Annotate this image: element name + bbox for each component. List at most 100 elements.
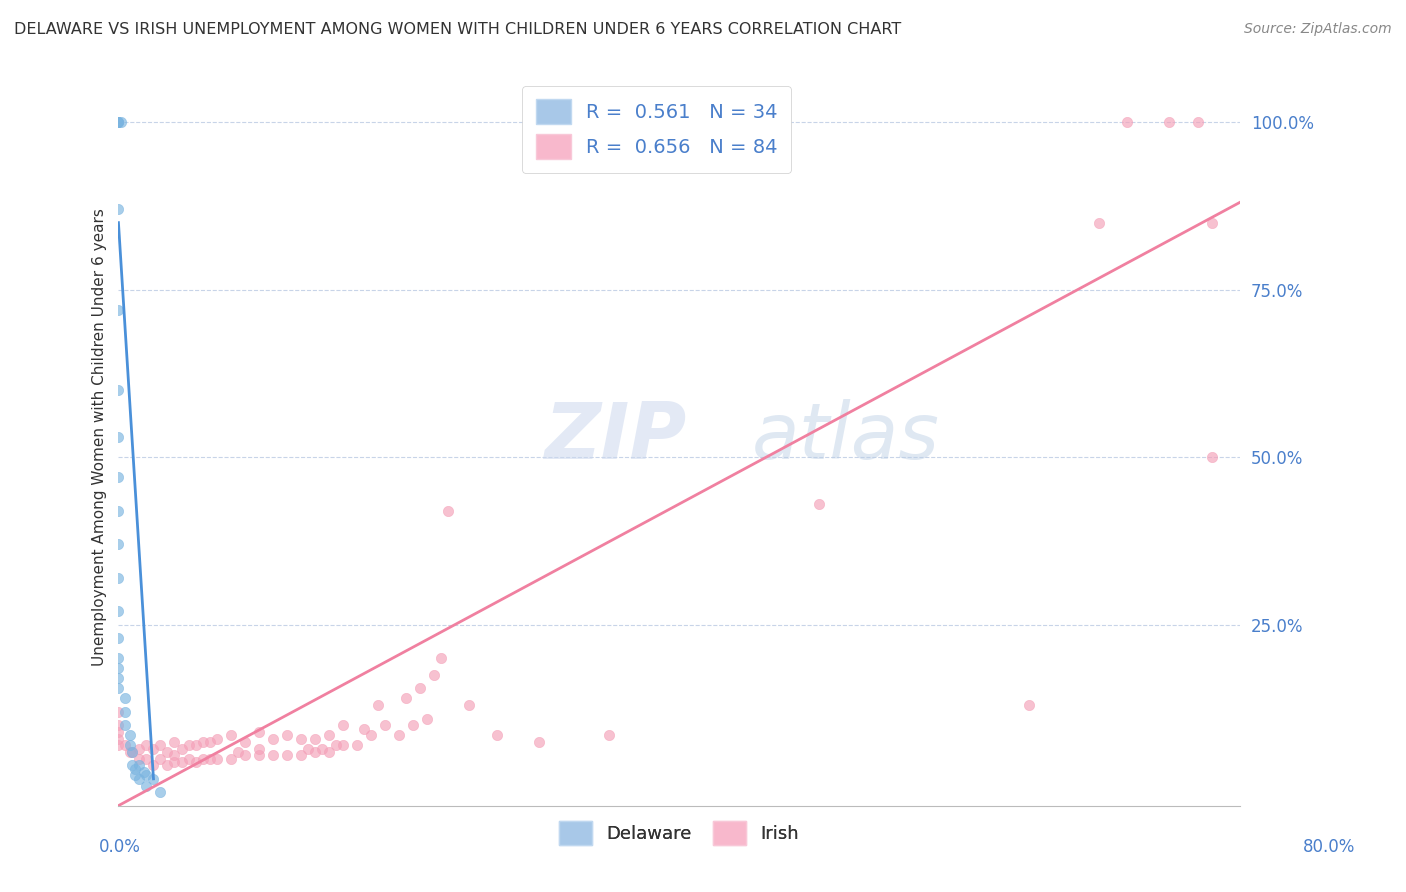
Point xyxy=(107,705,129,719)
Point xyxy=(107,671,129,685)
Point xyxy=(416,712,439,726)
Point xyxy=(107,718,129,732)
Point xyxy=(1159,115,1181,129)
Point xyxy=(457,698,479,712)
Point xyxy=(114,718,136,732)
Text: atlas: atlas xyxy=(752,399,939,475)
Point xyxy=(598,728,620,742)
Point xyxy=(423,668,446,682)
Point xyxy=(170,755,193,769)
Point xyxy=(276,728,298,742)
Point xyxy=(156,745,179,759)
Point xyxy=(107,383,129,397)
Point xyxy=(107,739,129,753)
Point xyxy=(107,731,129,746)
Point xyxy=(191,735,214,749)
Point xyxy=(163,748,186,763)
Point xyxy=(118,739,141,753)
Point xyxy=(219,752,242,766)
Point xyxy=(1201,216,1223,230)
Point xyxy=(247,748,270,763)
Point xyxy=(142,772,165,786)
Point xyxy=(429,651,451,665)
Point xyxy=(1201,450,1223,465)
Point xyxy=(332,739,354,753)
Point xyxy=(132,765,155,780)
Point xyxy=(395,691,418,706)
Point xyxy=(233,748,256,763)
Point xyxy=(149,739,172,753)
Point xyxy=(247,741,270,756)
Point xyxy=(110,115,132,129)
Point xyxy=(118,745,141,759)
Point xyxy=(1116,115,1139,129)
Point xyxy=(738,115,761,129)
Point xyxy=(114,691,136,706)
Point xyxy=(107,604,129,618)
Point xyxy=(436,504,458,518)
Point xyxy=(808,497,831,511)
Point xyxy=(107,661,129,675)
Point xyxy=(107,631,129,645)
Point xyxy=(1088,216,1111,230)
Point xyxy=(177,739,200,753)
Point xyxy=(107,571,129,585)
Point xyxy=(149,752,172,766)
Point xyxy=(163,735,186,749)
Point xyxy=(121,758,143,772)
Point xyxy=(135,779,157,793)
Point xyxy=(346,739,368,753)
Point xyxy=(318,728,340,742)
Point xyxy=(1018,698,1040,712)
Point xyxy=(304,745,326,759)
Point xyxy=(107,651,129,665)
Point xyxy=(262,731,284,746)
Point xyxy=(353,722,375,736)
Point xyxy=(1187,115,1209,129)
Point xyxy=(262,748,284,763)
Point xyxy=(276,748,298,763)
Point xyxy=(121,745,143,759)
Point xyxy=(668,115,690,129)
Text: 80.0%: 80.0% xyxy=(1302,838,1355,856)
Point xyxy=(107,115,129,129)
Point xyxy=(128,752,150,766)
Point xyxy=(205,752,228,766)
Point xyxy=(128,741,150,756)
Point xyxy=(128,758,150,772)
Point xyxy=(135,752,157,766)
Point xyxy=(107,470,129,484)
Point xyxy=(114,739,136,753)
Point xyxy=(107,115,129,129)
Point xyxy=(142,758,165,772)
Point xyxy=(118,728,141,742)
Point xyxy=(325,739,347,753)
Point xyxy=(177,752,200,766)
Point xyxy=(191,752,214,766)
Point xyxy=(290,748,312,763)
Y-axis label: Unemployment Among Women with Children Under 6 years: Unemployment Among Women with Children U… xyxy=(93,208,107,666)
Point xyxy=(485,728,508,742)
Point xyxy=(107,504,129,518)
Point xyxy=(107,681,129,696)
Point xyxy=(184,739,207,753)
Point xyxy=(527,735,550,749)
Point xyxy=(142,741,165,756)
Point xyxy=(332,718,354,732)
Point xyxy=(409,681,432,696)
Point xyxy=(114,705,136,719)
Text: ZIP: ZIP xyxy=(544,399,686,475)
Point xyxy=(107,725,129,739)
Point xyxy=(121,745,143,759)
Point xyxy=(226,745,249,759)
Point xyxy=(402,718,425,732)
Point xyxy=(107,430,129,444)
Point xyxy=(696,115,718,129)
Text: DELAWARE VS IRISH UNEMPLOYMENT AMONG WOMEN WITH CHILDREN UNDER 6 YEARS CORRELATI: DELAWARE VS IRISH UNEMPLOYMENT AMONG WOM… xyxy=(14,22,901,37)
Point xyxy=(233,735,256,749)
Point xyxy=(219,728,242,742)
Point xyxy=(135,739,157,753)
Point xyxy=(149,785,172,799)
Point xyxy=(198,752,221,766)
Point xyxy=(170,741,193,756)
